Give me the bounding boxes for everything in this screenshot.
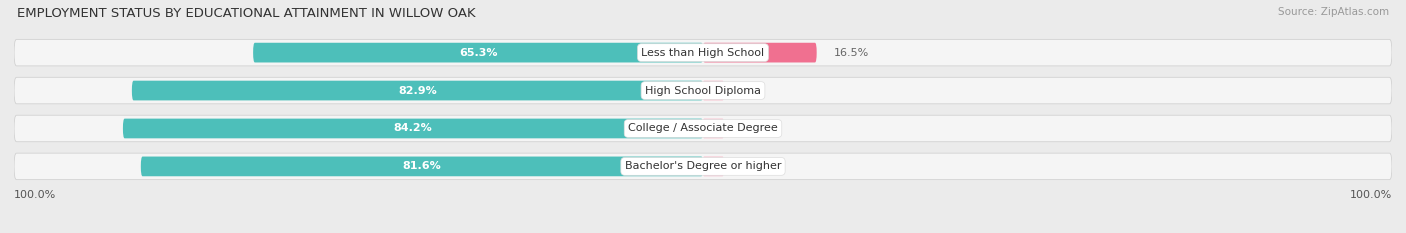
FancyBboxPatch shape	[253, 43, 703, 62]
Text: 0.0%: 0.0%	[720, 123, 748, 134]
Text: 0.0%: 0.0%	[720, 161, 748, 171]
Text: 81.6%: 81.6%	[402, 161, 441, 171]
Text: 84.2%: 84.2%	[394, 123, 432, 134]
FancyBboxPatch shape	[703, 119, 724, 138]
Text: High School Diploma: High School Diploma	[645, 86, 761, 96]
FancyBboxPatch shape	[703, 43, 817, 62]
Text: College / Associate Degree: College / Associate Degree	[628, 123, 778, 134]
FancyBboxPatch shape	[703, 81, 724, 100]
FancyBboxPatch shape	[14, 39, 1392, 66]
Text: 82.9%: 82.9%	[398, 86, 437, 96]
Text: 0.0%: 0.0%	[720, 86, 748, 96]
Text: 16.5%: 16.5%	[834, 48, 869, 58]
FancyBboxPatch shape	[703, 157, 724, 176]
FancyBboxPatch shape	[14, 77, 1392, 104]
Text: Source: ZipAtlas.com: Source: ZipAtlas.com	[1278, 7, 1389, 17]
Text: 100.0%: 100.0%	[1350, 190, 1392, 200]
FancyBboxPatch shape	[14, 153, 1392, 180]
Text: Bachelor's Degree or higher: Bachelor's Degree or higher	[624, 161, 782, 171]
FancyBboxPatch shape	[14, 115, 1392, 142]
FancyBboxPatch shape	[122, 119, 703, 138]
FancyBboxPatch shape	[132, 81, 703, 100]
Text: 65.3%: 65.3%	[458, 48, 498, 58]
FancyBboxPatch shape	[141, 157, 703, 176]
Text: 100.0%: 100.0%	[14, 190, 56, 200]
Text: Less than High School: Less than High School	[641, 48, 765, 58]
Text: EMPLOYMENT STATUS BY EDUCATIONAL ATTAINMENT IN WILLOW OAK: EMPLOYMENT STATUS BY EDUCATIONAL ATTAINM…	[17, 7, 475, 20]
